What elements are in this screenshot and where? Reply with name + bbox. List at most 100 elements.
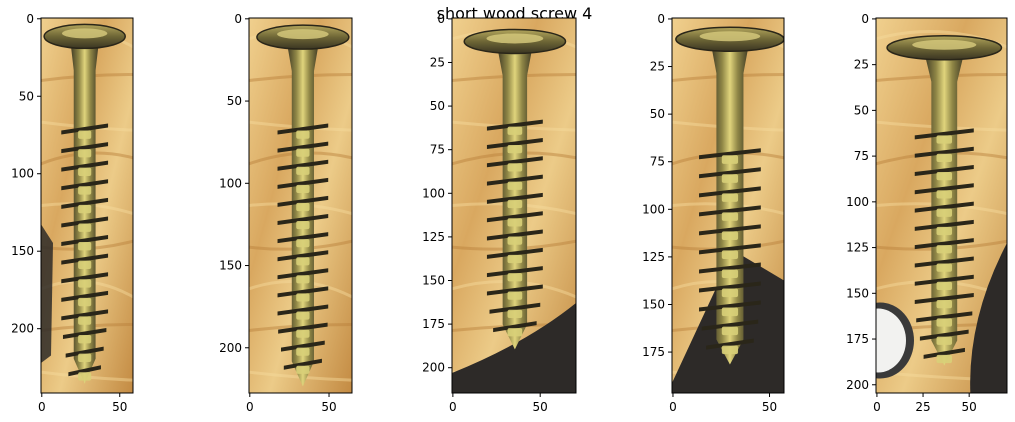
screw-thread — [283, 358, 322, 370]
thread-highlight — [507, 163, 523, 172]
y-tick-label: 100 — [642, 202, 665, 216]
screw-thread — [486, 247, 543, 259]
thread-highlight — [936, 263, 953, 272]
axes-frame — [40, 17, 134, 394]
screw-thread — [914, 183, 974, 195]
panel-1-image — [41, 18, 133, 393]
screw-thread — [61, 160, 109, 172]
screw-thread — [277, 304, 329, 316]
y-tick-label: 175 — [642, 345, 665, 359]
panel-4-image — [672, 18, 784, 393]
x-tick-label: 50 — [533, 400, 548, 414]
y-tick-label: 200 — [11, 322, 34, 336]
screw-thread — [699, 243, 761, 255]
y-tick-label: 50 — [227, 94, 242, 108]
screw — [675, 26, 784, 365]
thread-highlight — [721, 345, 739, 355]
y-tick-label: 50 — [430, 99, 445, 113]
thread-highlight — [296, 184, 310, 193]
screw-thread — [699, 167, 761, 179]
screw-thread — [61, 235, 109, 247]
thread-highlight — [78, 204, 92, 214]
screw-thread — [486, 156, 543, 168]
thread-highlight — [507, 199, 523, 209]
y-tick-label: 150 — [422, 274, 445, 288]
panel-1: 0 50 100 150 200 0 50 — [11, 12, 134, 414]
screw — [43, 23, 126, 384]
screw-thread — [277, 195, 329, 207]
screw — [886, 35, 1003, 366]
thread-highlight — [936, 336, 953, 345]
thread-highlight — [507, 218, 523, 227]
screw-thread — [486, 119, 543, 131]
screw-thread — [699, 262, 761, 274]
screw-thread — [61, 290, 109, 302]
screw-thread — [278, 322, 328, 334]
screw-thread — [914, 165, 974, 176]
thread-highlight — [78, 149, 92, 158]
x-tick-label: 50 — [112, 400, 127, 414]
screw-head-highlight — [912, 39, 977, 50]
thread-highlight — [78, 186, 92, 195]
thread-highlight — [936, 208, 953, 217]
thread-highlight — [507, 236, 523, 245]
screw-thread — [701, 319, 759, 331]
y-tick-label: 0 — [437, 12, 445, 26]
thread-highlight — [936, 135, 953, 144]
thread-highlight — [78, 279, 92, 288]
y-tick-label: 75 — [430, 143, 445, 157]
y-tick-label: 200 — [219, 341, 242, 355]
thread-highlight — [507, 291, 523, 300]
panel-5: 0 25 50 75 100 125 150 175 200 0 25 50 — [846, 12, 1008, 414]
shadow-region — [452, 303, 576, 393]
screw-thread — [493, 321, 537, 333]
thread-highlight — [936, 245, 953, 254]
y-tick-label: 75 — [650, 155, 665, 169]
y-tick-label: 50 — [854, 103, 869, 117]
y-tick-label: 25 — [430, 55, 445, 69]
screw-thread — [277, 286, 329, 298]
panel-2-image — [249, 18, 352, 393]
y-tick-label: 25 — [854, 58, 869, 72]
screw-thread — [62, 328, 107, 340]
screw-thread — [277, 123, 329, 135]
screw-thread — [914, 219, 974, 231]
y-tick-label: 150 — [642, 297, 665, 311]
y-tick-label: 0 — [657, 12, 665, 26]
thread-highlight — [507, 126, 523, 135]
thread-highlight — [721, 307, 739, 317]
screw-thread — [61, 197, 109, 209]
y-tick-label: 175 — [422, 317, 445, 331]
thread-highlight — [721, 231, 739, 240]
thread-highlight — [296, 275, 310, 284]
screw-thread — [277, 250, 329, 262]
thread-highlight — [936, 226, 953, 236]
thread-highlight — [936, 190, 953, 199]
axes-frame — [248, 17, 353, 394]
x-tick-label: 0 — [873, 400, 881, 414]
thread-highlight — [78, 335, 92, 344]
x-tick-label: 25 — [915, 400, 930, 414]
shadow-region — [41, 224, 53, 363]
screw-thread — [699, 224, 761, 236]
screw-thread — [914, 201, 974, 213]
y-tick-label: 25 — [650, 60, 665, 74]
x-tick-label: 0 — [38, 400, 46, 414]
thread-highlight — [721, 155, 739, 164]
screw-thread — [706, 338, 754, 350]
screw-thread — [277, 141, 329, 153]
screw-thread — [277, 232, 329, 244]
y-tick-label: 100 — [422, 186, 445, 200]
thread-highlight — [507, 144, 523, 154]
screw-thread — [914, 274, 974, 286]
shadow-region — [970, 243, 1007, 393]
screw-thread — [486, 192, 543, 204]
y-tick-label: 0 — [26, 12, 34, 26]
thread-highlight — [296, 202, 310, 212]
y-tick-label: 125 — [846, 241, 869, 255]
screw-thread — [699, 281, 761, 293]
thread-highlight — [936, 354, 953, 364]
screw-thread — [280, 340, 325, 352]
y-tick-label: 100 — [11, 167, 34, 181]
screw-thread — [699, 205, 761, 217]
